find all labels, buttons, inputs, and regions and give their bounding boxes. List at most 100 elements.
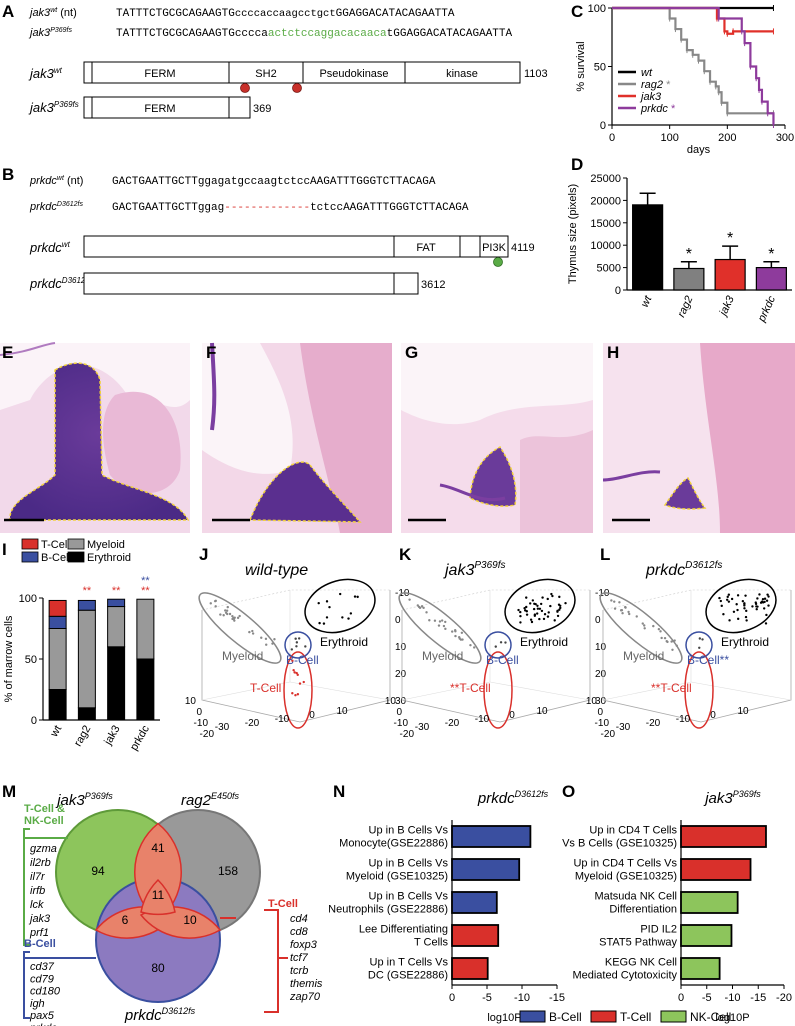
- enrichment-bar: [451, 858, 521, 881]
- gene-name: tcrb: [290, 965, 308, 977]
- enrichment-term-label: Up in B Cells Vs Neutrophils (GSE22886): [328, 891, 448, 916]
- axis-tick-label: -20: [400, 729, 415, 740]
- enrichment-term-label: Up in B Cells Vs Myeloid (GSE10325): [346, 858, 449, 883]
- scatter-grid: [201, 681, 291, 701]
- cluster-label-tcell: T-Cell: [250, 681, 281, 695]
- x-axis-title: log10P: [715, 1012, 749, 1024]
- data-point-erythroid: [542, 617, 546, 621]
- y-tick-label: 10000: [590, 240, 621, 252]
- data-point-erythroid: [756, 597, 759, 600]
- legend-swatch: [519, 1010, 546, 1023]
- data-point-bcell: [304, 645, 307, 648]
- stacked-segment-B-Cell: [77, 599, 96, 611]
- data-point-myeloid: [675, 644, 678, 647]
- y-axis-title: Thymus size (pixels): [567, 184, 579, 284]
- bcell-gene-list-title: B-Cell: [24, 938, 56, 950]
- gene-name: cd79: [30, 973, 54, 985]
- data-point-myeloid: [437, 624, 441, 627]
- venn-diagram: 94 158 80 41 6 10 11 jak3P369fs rag2E450…: [23, 791, 323, 1026]
- data-point-erythroid: [744, 615, 748, 619]
- legend-label-jak3: jak3: [639, 91, 662, 103]
- gene-name: prf1: [29, 927, 49, 939]
- data-point-bcell: [504, 641, 507, 644]
- data-point-myeloid: [251, 632, 255, 635]
- enrichment-term-label: Up in T Cells Vs DC (GSE22886): [368, 957, 449, 982]
- y-tick-label: 0: [615, 285, 621, 297]
- data-point-erythroid: [317, 601, 320, 605]
- stacked-segment-T-Cell: [48, 599, 67, 617]
- bar-jak3: [714, 258, 746, 291]
- data-point-myeloid: [440, 619, 444, 622]
- data-point-erythroid: [356, 595, 359, 599]
- x-category-label: rag2: [72, 724, 93, 749]
- stacked-segment-Myeloid: [107, 606, 126, 648]
- x-tick-label: 100: [660, 132, 678, 144]
- term-line: Lee Differentiating: [359, 924, 448, 936]
- cluster-label-bcell: B-Cell: [286, 653, 319, 667]
- ellipse-tcell: [283, 651, 313, 729]
- data-point-myeloid: [657, 627, 661, 631]
- term-line: Up in B Cells Vs: [369, 891, 449, 903]
- prkdc-wt-sequence: GACTGAATTGCTTggagatgccaagtctccAAGATTTGGG…: [112, 176, 436, 188]
- axis-tick-label: 0: [196, 707, 202, 718]
- axis-tick-label: 0: [395, 615, 401, 626]
- y-tick-label: 5000: [597, 263, 621, 275]
- data-point-myeloid: [236, 616, 240, 620]
- panel-letter-j: J: [199, 545, 208, 564]
- mutation-site-marker: [493, 257, 503, 267]
- data-point-erythroid: [553, 619, 556, 622]
- domain-kinase: kinase: [446, 68, 478, 80]
- enrichment-bar: [451, 957, 489, 980]
- x-tick-label: 0: [609, 132, 615, 144]
- axis-tick-label: 0: [597, 707, 603, 718]
- histology-panel-e: E: [0, 342, 190, 533]
- cell-type-legend: B-Cell T-Cell NK-Cell: [519, 1010, 731, 1024]
- x-tick-label: -15: [750, 992, 766, 1004]
- prkdc-wt-protein-label: prkdcwt: [29, 240, 71, 255]
- data-point-myeloid: [213, 599, 217, 603]
- axis-tick-label: -20: [245, 718, 260, 729]
- data-point-erythroid: [745, 619, 748, 622]
- data-point-tcell: [298, 682, 302, 685]
- y-tick-label: 0: [600, 120, 606, 132]
- data-point-myeloid: [420, 605, 424, 608]
- data-point-erythroid: [547, 611, 550, 614]
- ellipse-erythroid: [304, 578, 376, 634]
- term-line: DC (GSE22886): [368, 970, 448, 982]
- x-tick-label: -10: [725, 992, 741, 1004]
- data-point-myeloid: [643, 627, 646, 630]
- data-point-myeloid: [673, 639, 676, 642]
- data-point-myeloid: [460, 631, 464, 634]
- data-point-erythroid: [743, 607, 746, 610]
- cluster-label-bcell: B-Cell: [486, 653, 519, 667]
- axis-tick-label: 10: [395, 642, 407, 653]
- data-point-erythroid: [530, 620, 534, 624]
- enrichment-chart-jak3: jak3P369fs 0 -5 -10 -15 -20 log10P Up in CD4 T …: [562, 789, 792, 1024]
- data-point-myeloid: [225, 609, 229, 612]
- axis-tick-label: 10: [336, 706, 348, 717]
- data-point-erythroid: [767, 604, 770, 607]
- axis-tick-label: 0: [710, 710, 716, 721]
- data-point-myeloid: [659, 630, 662, 633]
- data-point-myeloid: [264, 637, 268, 641]
- term-line: Monocyte(GSE22886): [339, 838, 448, 850]
- data-point-myeloid: [610, 599, 613, 602]
- data-point-erythroid: [725, 598, 729, 601]
- stacked-segment-Erythroid: [107, 646, 126, 721]
- bcell-sig-marker: **: [720, 653, 730, 667]
- prkdc-wt-protein-diagram: FAT PI3K 4119: [83, 235, 535, 267]
- data-point-myeloid: [643, 624, 646, 627]
- data-point-tcell: [293, 671, 296, 674]
- cluster-label-myeloid: Myeloid: [222, 649, 263, 663]
- axis-tick-label: 10: [737, 706, 749, 717]
- stacked-segment-Myeloid: [48, 628, 67, 690]
- enrichment-bar: [680, 891, 739, 914]
- y-tick-label: 25000: [590, 173, 621, 185]
- data-point-bcell: [295, 641, 299, 644]
- data-point-erythroid: [556, 614, 560, 618]
- prkdc-mut-length: 3612: [421, 279, 445, 291]
- axis-tick-label: -10: [275, 714, 290, 725]
- bcell-gene-list: cd37cd79cd180ighpax5prkdc: [29, 961, 61, 1026]
- data-point-tcell: [294, 694, 297, 697]
- y-tick-label: 20000: [590, 195, 621, 207]
